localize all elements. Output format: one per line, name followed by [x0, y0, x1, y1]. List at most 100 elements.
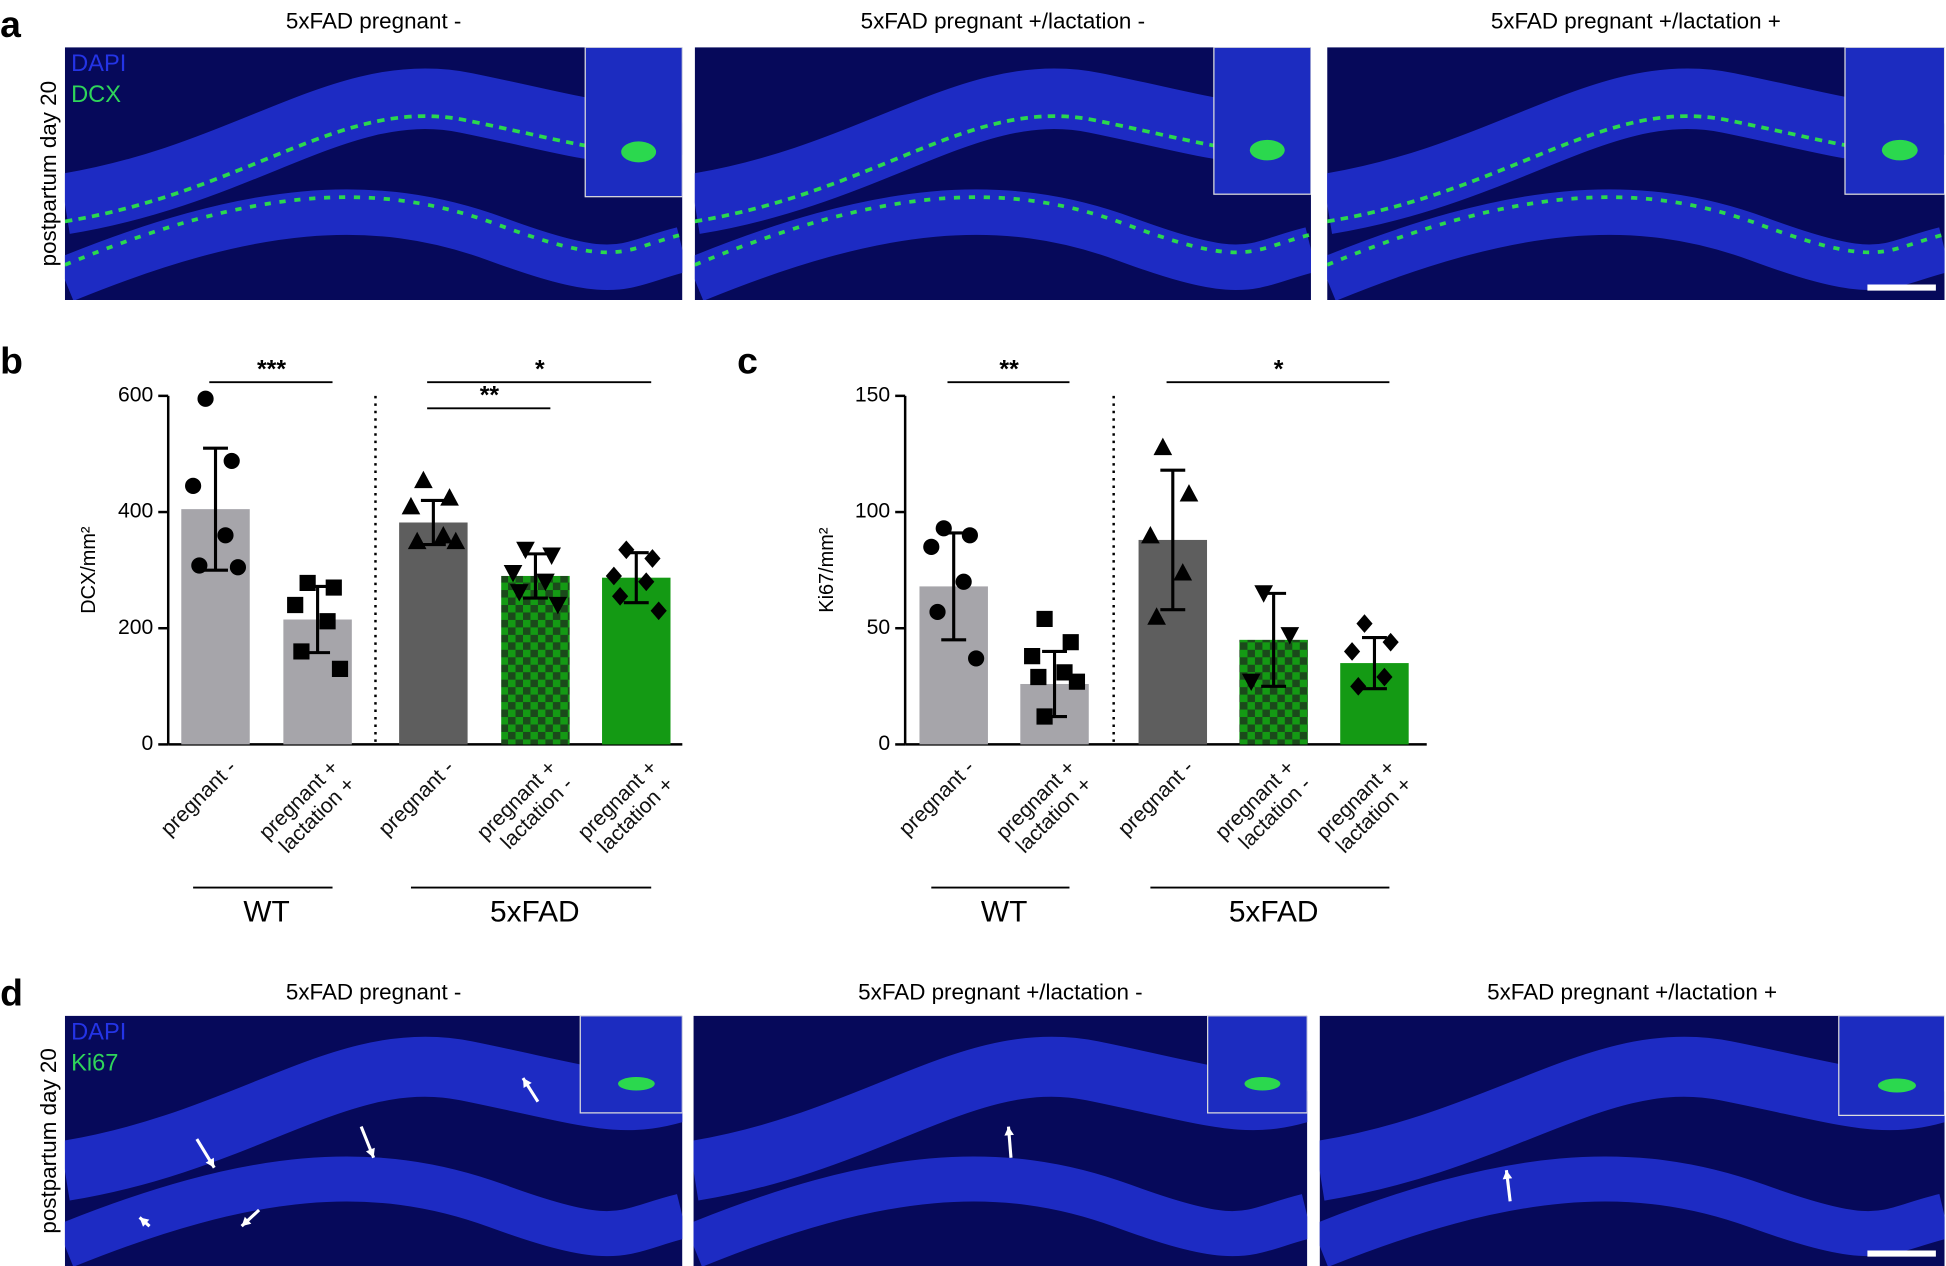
panel-title: 5xFAD pregnant +/lactation - — [858, 979, 1142, 1004]
panel-letter: a — [0, 3, 21, 45]
arrow-head — [241, 1216, 252, 1227]
group-label: 5xFAD — [490, 896, 580, 929]
significance-label: * — [1274, 356, 1284, 384]
y-tick-label: 0 — [141, 732, 153, 755]
significance-label: *** — [257, 356, 286, 384]
panel-letter: d — [0, 972, 23, 1014]
x-tick-label-box: pregnant + lactation + — [573, 756, 678, 858]
data-point — [1356, 614, 1373, 633]
data-point — [1254, 585, 1274, 603]
group-label: WT — [981, 896, 1027, 929]
data-point — [1141, 525, 1160, 544]
data-point — [1179, 484, 1199, 502]
data-point — [644, 549, 661, 568]
data-point — [1173, 563, 1193, 581]
cell-layer — [1319, 1156, 1945, 1266]
data-point — [1062, 634, 1079, 651]
panel-title: 5xFAD pregnant - — [286, 979, 461, 1004]
arrow-head — [365, 1147, 375, 1158]
panel-title: 5xFAD pregnant - — [286, 8, 461, 33]
group-label: WT — [243, 896, 289, 929]
data-point — [299, 574, 316, 592]
y-tick-label: 150 — [855, 383, 890, 406]
cell-layer — [693, 1156, 1308, 1266]
data-point — [293, 643, 310, 660]
data-point — [407, 531, 427, 550]
y-axis-label: DCX/mm² — [78, 526, 100, 614]
group-label: 5xFAD — [1229, 896, 1319, 929]
data-point — [1153, 437, 1173, 456]
bar — [399, 522, 468, 745]
panel-title: 5xFAD pregnant +/lactation - — [861, 8, 1145, 33]
inset — [584, 47, 683, 198]
inset-signal — [618, 1076, 655, 1091]
panel-letter: b — [0, 339, 23, 381]
micrograph — [1327, 47, 1945, 301]
data-point — [1056, 664, 1073, 681]
data-point — [1241, 673, 1261, 692]
data-point — [331, 660, 349, 677]
data-point — [217, 527, 234, 544]
inset — [1838, 1015, 1945, 1116]
data-point — [618, 540, 635, 560]
data-point — [1030, 668, 1047, 686]
data-point — [503, 564, 523, 583]
data-point — [605, 566, 622, 586]
data-point — [548, 596, 568, 615]
data-point — [611, 586, 629, 606]
data-point — [968, 650, 985, 667]
side-label: postpartum day 20 — [36, 81, 61, 266]
y-tick-label: 0 — [878, 732, 890, 755]
panel-title: 5xFAD pregnant +/lactation + — [1487, 979, 1777, 1004]
cell-layer — [1327, 189, 1945, 301]
y-tick-label: 200 — [118, 616, 153, 639]
micrograph — [1319, 1015, 1945, 1266]
data-point — [229, 559, 247, 576]
data-point — [223, 452, 240, 470]
data-point — [1024, 648, 1041, 665]
panel-letter: c — [737, 339, 758, 381]
data-point — [401, 496, 421, 515]
data-point — [1382, 632, 1399, 652]
significance-label: ** — [480, 382, 500, 410]
dcx-signal — [694, 114, 1311, 224]
inset — [1213, 47, 1311, 195]
data-point — [1036, 708, 1053, 725]
stain-label: Ki67 — [71, 1051, 118, 1077]
arrow-head — [139, 1217, 150, 1227]
y-axis-label: Ki67/mm² — [816, 527, 838, 613]
data-point — [191, 557, 208, 574]
micrograph — [64, 47, 683, 301]
data-point — [1343, 642, 1361, 661]
significance-label: * — [535, 356, 545, 384]
arrow-head — [205, 1157, 215, 1168]
inset-signal — [621, 141, 657, 163]
cell-layer — [64, 1156, 683, 1266]
stain-label: DCX — [71, 82, 121, 108]
dcx-signal — [1327, 114, 1945, 224]
inset-signal — [1881, 139, 1918, 161]
data-point — [935, 520, 952, 537]
data-point — [961, 527, 978, 544]
inset — [579, 1015, 683, 1114]
data-point — [638, 572, 655, 592]
micrograph — [64, 1015, 683, 1266]
y-tick-label: 600 — [118, 383, 153, 406]
data-point — [433, 525, 453, 544]
inset — [1844, 47, 1945, 195]
y-tick-label: 400 — [118, 500, 153, 523]
micrograph — [693, 1015, 1308, 1266]
data-point — [509, 584, 529, 602]
inset-signal — [1249, 139, 1285, 161]
cell-layer — [64, 189, 683, 301]
inset-signal — [1877, 1078, 1917, 1093]
data-point — [440, 488, 459, 506]
arrow-head — [1502, 1170, 1513, 1180]
x-tick-label-box: pregnant + lactation + — [1311, 756, 1416, 858]
data-point — [319, 613, 336, 630]
data-point — [197, 390, 214, 407]
arrow-head — [522, 1078, 532, 1088]
cell-layer — [694, 189, 1311, 301]
